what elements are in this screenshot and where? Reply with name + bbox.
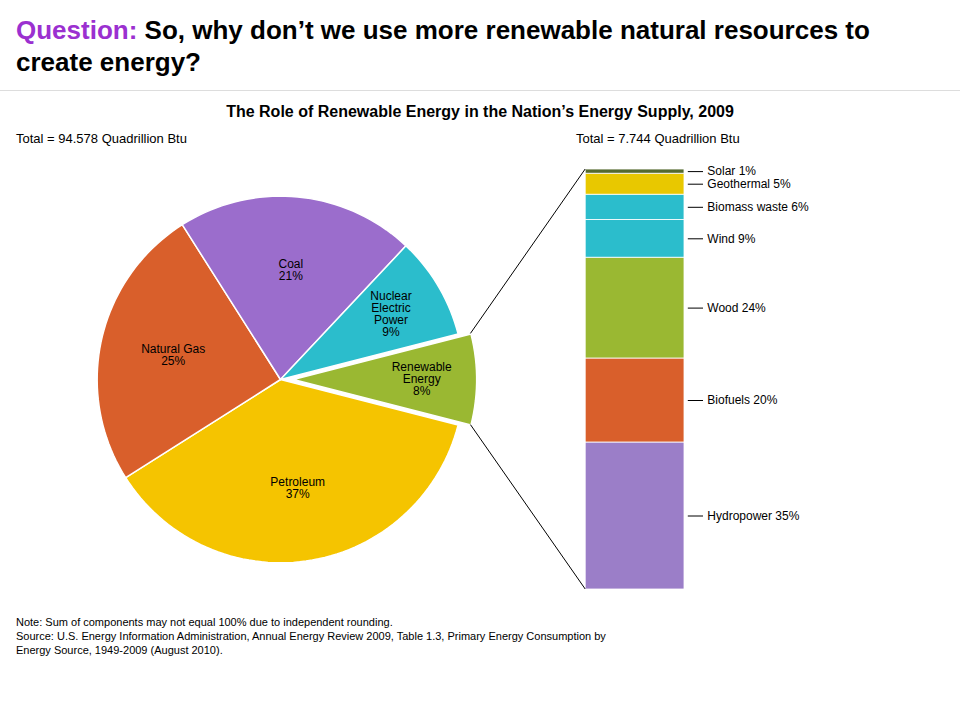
- html-text:Source: U.S. Energy Informatio: Source: U.S. Energy Information Administ…: [16, 630, 606, 642]
- svg-text:Biomass waste 6%: Biomass waste 6%: [707, 200, 809, 214]
- html-text:Total = 94.578 Quadrillion Btu: Total = 94.578 Quadrillion Btu: [16, 131, 187, 146]
- html-text:Question: So, why don’t we use: Question: So, why don’t we use more rene…: [16, 15, 870, 77]
- svg-text:Geothermal 5%: Geothermal 5%: [707, 177, 791, 191]
- svg-text:Wind 9%: Wind 9%: [707, 232, 755, 246]
- html-text:Total = 7.744 Quadrillion Btu: Total = 7.744 Quadrillion Btu: [576, 131, 740, 146]
- svg-text:Natural Gas25%: Natural Gas25%: [141, 342, 205, 368]
- svg-text:RenewableEnergy8%: RenewableEnergy8%: [392, 360, 452, 398]
- svg-text:NuclearElectricPower9%: NuclearElectricPower9%: [370, 289, 411, 339]
- svg-text:Petroleum37%: Petroleum37%: [270, 475, 325, 501]
- svg-text:Biofuels 20%: Biofuels 20%: [707, 393, 777, 407]
- html-text:Note: Sum of components may no: Note: Sum of components may not equal 10…: [16, 616, 393, 628]
- html-text:The Role of Renewable Energy i: The Role of Renewable Energy in the Nati…: [226, 103, 734, 120]
- svg-text:Solar 1%: Solar 1%: [707, 164, 756, 178]
- svg-text:Coal21%: Coal21%: [279, 257, 304, 283]
- svg-text:Wood 24%: Wood 24%: [707, 301, 766, 315]
- html-text:Energy Source, 1949-2009 (Augu: Energy Source, 1949-2009 (August 2010).: [16, 644, 223, 656]
- svg-text:Hydropower 35%: Hydropower 35%: [707, 509, 799, 523]
